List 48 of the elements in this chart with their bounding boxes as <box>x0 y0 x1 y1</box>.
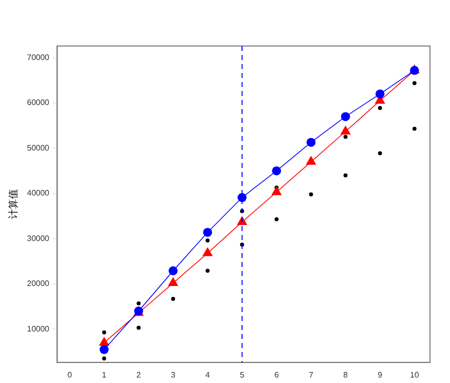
point <box>136 301 141 306</box>
x-tick-label: 4 <box>205 370 210 380</box>
point <box>344 173 348 178</box>
point <box>412 126 416 131</box>
point <box>100 345 109 354</box>
point <box>340 125 351 134</box>
x-tick-label: 6 <box>274 370 280 380</box>
point <box>271 186 282 196</box>
y-tick-label: 20000 <box>26 279 50 288</box>
point <box>98 336 110 346</box>
point <box>102 356 106 361</box>
y-tick-label: 50000 <box>26 143 50 152</box>
x-tick-label: 3 <box>170 370 176 380</box>
point <box>341 112 350 122</box>
y-axis-title: 计算值 <box>8 189 20 220</box>
y-tick-label: 70000 <box>26 52 50 62</box>
x-tick-label: 1 <box>102 370 107 380</box>
point <box>238 193 247 202</box>
point <box>102 330 106 334</box>
x-tick-label: 2 <box>136 370 142 380</box>
point <box>306 156 316 165</box>
point <box>171 296 176 301</box>
point <box>136 326 141 330</box>
x-tick-label: 9 <box>378 370 383 380</box>
point <box>309 192 314 196</box>
point <box>376 89 384 98</box>
x-tick-label: 10 <box>410 370 420 380</box>
point <box>202 247 213 256</box>
point <box>272 166 282 176</box>
x-tick-label: 0 <box>67 370 72 380</box>
y-tick-label: 40000 <box>26 188 50 198</box>
point <box>412 81 416 86</box>
point <box>168 266 178 276</box>
y-tick-label: 30000 <box>26 234 50 243</box>
point <box>168 277 178 286</box>
x-tick-label: 7 <box>308 370 314 380</box>
y-tick-label: 60000 <box>26 98 50 108</box>
point <box>206 238 210 242</box>
point <box>306 138 316 147</box>
x-tick-label: 8 <box>343 370 348 380</box>
point <box>206 268 210 273</box>
x-tick-label: 5 <box>240 370 245 380</box>
point <box>378 151 382 156</box>
point <box>378 106 382 110</box>
point <box>344 134 348 139</box>
point <box>203 228 212 237</box>
y-tick-label: 10000 <box>26 324 50 334</box>
point <box>274 217 279 222</box>
